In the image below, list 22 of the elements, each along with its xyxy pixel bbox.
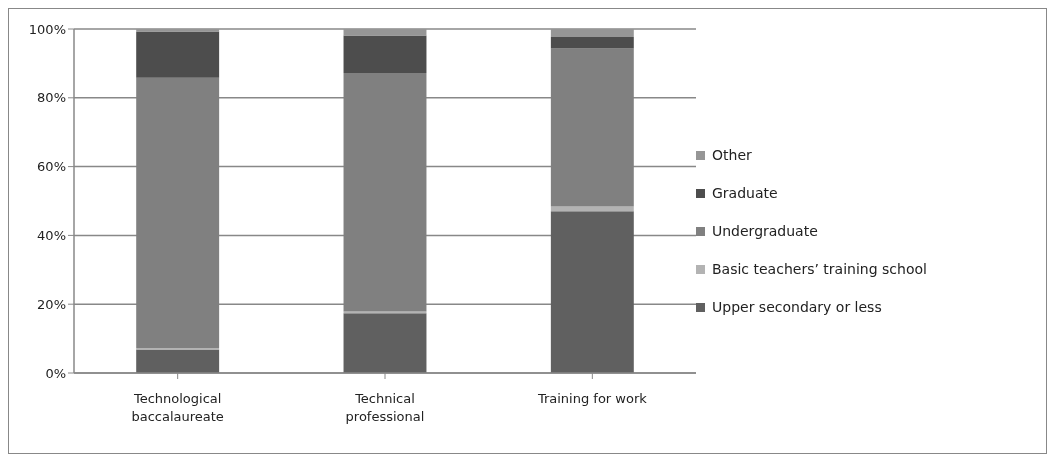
y-tick-label: 60% (37, 159, 66, 175)
y-tick-label: 80% (37, 90, 66, 106)
x-tick-label: Technical professional (345, 391, 425, 424)
y-tick-label: 0% (45, 365, 66, 381)
bar (343, 313, 427, 373)
x-tick-label: Technological baccalaureate (131, 391, 224, 424)
legend-label: Undergraduate (712, 223, 818, 239)
bar (550, 211, 634, 373)
bar (343, 29, 427, 36)
legend-label: Basic teachers’ training school (712, 261, 927, 277)
x-tick-label: Training for work (536, 391, 648, 406)
legend-label: Graduate (712, 185, 778, 201)
y-tick-label: 20% (37, 296, 66, 312)
bar (136, 31, 220, 78)
bar (550, 36, 634, 49)
legend-label: Upper secondary or less (712, 299, 882, 315)
bar (550, 29, 634, 37)
bar (136, 349, 220, 373)
y-tick-label: 40% (37, 228, 66, 244)
legend-label: Other (712, 147, 752, 163)
y-tick-label: 100% (28, 21, 66, 37)
bar (343, 35, 427, 74)
